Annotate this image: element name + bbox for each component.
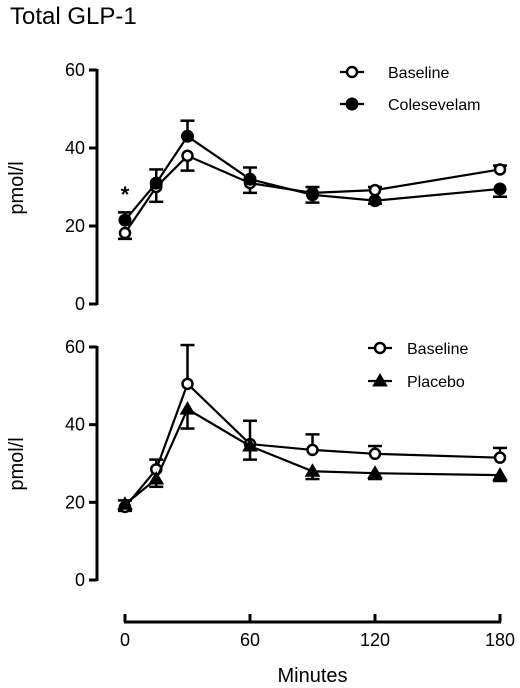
data-point-colesevelam: [306, 188, 319, 202]
data-point-baseline: [181, 377, 194, 391]
y-tick-label: 0: [75, 294, 85, 314]
y-tick-label: 0: [75, 570, 85, 590]
y-tick-label: 40: [65, 415, 85, 435]
data-point-baseline: [368, 183, 382, 197]
x-tick-label: 180: [485, 630, 515, 650]
y-tick-label: 20: [65, 492, 85, 512]
y-axis-label: pmol/l: [6, 437, 28, 490]
data-point-placebo: [179, 401, 196, 415]
data-point-baseline: [493, 451, 507, 464]
legend-marker-baseline: [345, 65, 359, 79]
data-point-colesevelam: [368, 194, 382, 208]
legend-marker-placebo: [372, 373, 388, 387]
data-point-baseline: [306, 443, 319, 457]
legend-marker-baseline: [373, 341, 387, 355]
data-point-placebo: [148, 471, 165, 485]
data-point-baseline: [493, 163, 507, 176]
data-point-placebo: [117, 496, 133, 510]
data-point-baseline: [118, 226, 132, 240]
x-tick-label: 120: [360, 630, 390, 650]
x-axis-label: Minutes: [277, 665, 347, 687]
data-point-baseline: [368, 447, 382, 461]
legend-marker-colesevelam: [345, 97, 359, 111]
legend-label: Placebo: [407, 374, 465, 391]
data-point-placebo: [492, 467, 508, 481]
data-point-placebo: [367, 465, 383, 479]
data-point-colesevelam: [118, 213, 132, 227]
x-tick-label: 0: [120, 630, 130, 650]
legend-label: Colesevelam: [388, 97, 480, 114]
data-point-baseline: [181, 149, 194, 163]
x-tick-label: 60: [240, 630, 260, 650]
y-tick-label: 60: [65, 60, 85, 80]
legend-label: Baseline: [407, 341, 468, 358]
significance-marker: *: [121, 182, 130, 207]
data-point-placebo: [304, 463, 321, 477]
data-point-placebo: [242, 438, 258, 452]
figure-title: Total GLP-1: [10, 3, 137, 30]
data-point-colesevelam: [181, 129, 194, 143]
y-tick-label: 40: [65, 138, 85, 158]
data-point-colesevelam: [243, 172, 257, 186]
data-point-colesevelam: [149, 176, 163, 190]
legend-label: Baseline: [388, 65, 449, 82]
y-tick-label: 60: [65, 337, 85, 357]
data-point-colesevelam: [493, 182, 507, 196]
y-tick-label: 20: [65, 216, 85, 236]
y-axis-label: pmol/l: [6, 161, 28, 214]
